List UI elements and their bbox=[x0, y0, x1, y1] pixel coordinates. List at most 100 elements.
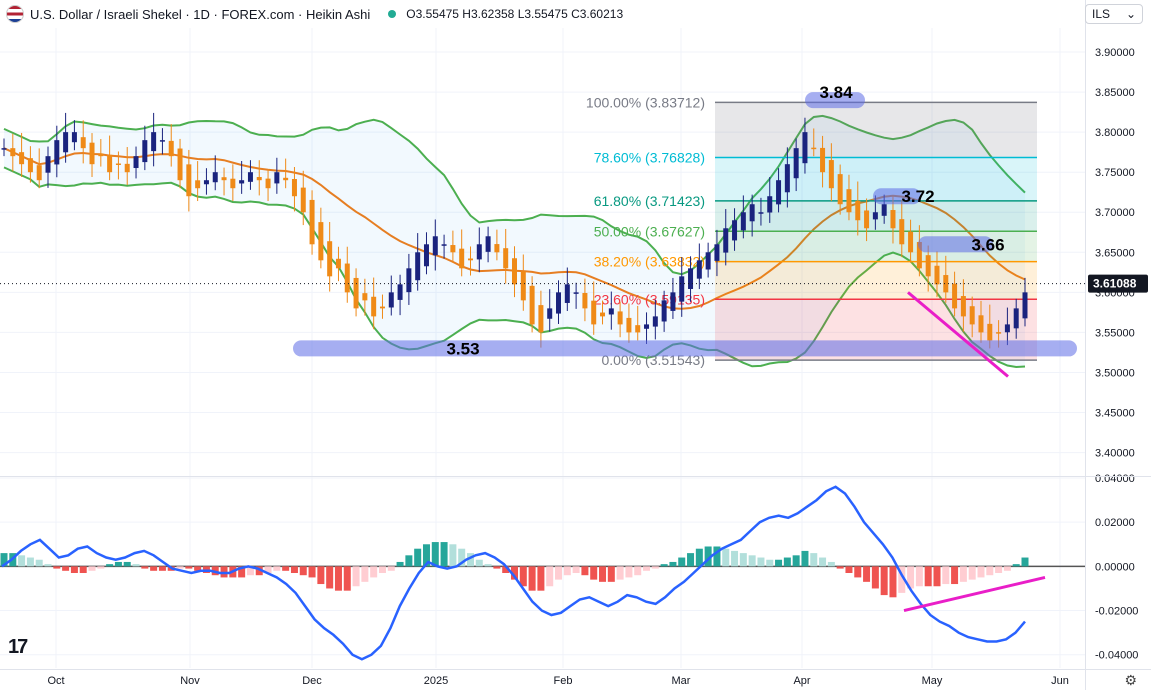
macd-histogram-bar bbox=[757, 557, 765, 567]
y-tick-label: 3.70000 bbox=[1095, 207, 1135, 219]
y-tick-label: 3.45000 bbox=[1095, 408, 1135, 420]
candle-body bbox=[467, 258, 473, 261]
macd-histogram-bar bbox=[651, 566, 659, 569]
candle-body bbox=[388, 292, 394, 308]
macd-histogram-bar bbox=[907, 566, 915, 589]
candle-body bbox=[828, 160, 834, 189]
macd-histogram-bar bbox=[704, 546, 712, 567]
macd-histogram-bar bbox=[141, 566, 149, 569]
macd-histogram-bar bbox=[194, 566, 202, 571]
macd-histogram-bar bbox=[722, 548, 730, 567]
macd-histogram-bar bbox=[35, 559, 43, 567]
candle-body bbox=[371, 296, 377, 317]
candle-body bbox=[327, 241, 333, 277]
candle-body bbox=[661, 300, 667, 322]
candle-body bbox=[335, 258, 341, 269]
candle-body bbox=[925, 255, 931, 277]
macd-histogram-bar bbox=[563, 566, 571, 576]
macd-histogram-bar bbox=[317, 566, 325, 585]
macd-histogram-bar bbox=[801, 550, 809, 567]
annotation-label: 3.53 bbox=[446, 339, 479, 358]
macd-histogram-bar bbox=[475, 559, 483, 567]
macd-histogram-bar bbox=[176, 566, 184, 569]
macd-y-tick-label: -0.02000 bbox=[1095, 606, 1138, 618]
candle-body bbox=[36, 165, 42, 181]
candle-body bbox=[168, 140, 174, 157]
candle-body bbox=[820, 147, 826, 173]
macd-histogram-bar bbox=[1003, 566, 1011, 571]
macd-histogram-bar bbox=[555, 566, 563, 580]
macd-histogram-bar bbox=[546, 566, 554, 587]
fib-level-label: 38.20% (3.63832) bbox=[594, 254, 705, 270]
macd-histogram-bar bbox=[836, 566, 844, 569]
currency-selector[interactable]: ILS ⌄ bbox=[1085, 4, 1143, 24]
macd-histogram-bar bbox=[246, 566, 254, 576]
x-tick-label: Oct bbox=[47, 675, 64, 687]
macd-histogram-bar bbox=[334, 566, 342, 591]
macd-histogram-bar bbox=[352, 566, 360, 587]
candle-body bbox=[397, 284, 403, 300]
candle-body bbox=[19, 152, 25, 165]
fib-level-label: 23.60% (3.59135) bbox=[594, 291, 705, 307]
macd-histogram-bar bbox=[968, 566, 976, 580]
candle-body bbox=[600, 312, 606, 317]
x-tick-label: Mar bbox=[672, 675, 691, 687]
macd-histogram-bar bbox=[370, 566, 378, 578]
macd-histogram-bar bbox=[951, 566, 959, 585]
candle-body bbox=[705, 252, 711, 270]
macd-histogram-bar bbox=[687, 553, 695, 567]
macd-histogram-bar bbox=[995, 566, 1003, 573]
candle-body bbox=[679, 276, 685, 302]
candle-body bbox=[291, 179, 297, 197]
macd-histogram-bar bbox=[378, 566, 386, 573]
macd-histogram-bar bbox=[827, 561, 835, 567]
candle-body bbox=[969, 306, 975, 325]
candle-body bbox=[309, 199, 315, 245]
candle-body bbox=[247, 172, 253, 182]
fib-level-label: 100.00% (3.83712) bbox=[586, 94, 705, 110]
fib-zone bbox=[715, 102, 1037, 158]
y-tick-label: 3.90000 bbox=[1095, 47, 1135, 59]
candle-body bbox=[916, 242, 922, 269]
macd-histogram-bar bbox=[924, 566, 932, 587]
macd-histogram-bar bbox=[678, 557, 686, 567]
macd-histogram-bar bbox=[942, 566, 950, 585]
macd-histogram-bar bbox=[70, 566, 78, 573]
macd-histogram-bar bbox=[123, 561, 131, 567]
candle-body bbox=[265, 178, 271, 189]
tradingview-logo-icon: 17 bbox=[8, 636, 28, 658]
candle-body bbox=[617, 311, 623, 325]
macd-histogram-bar bbox=[114, 561, 122, 567]
annotation-highlight bbox=[873, 188, 921, 205]
macd-histogram-bar bbox=[519, 566, 527, 587]
last-price-label: 3.61088 bbox=[1093, 277, 1137, 291]
macd-histogram-bar bbox=[387, 566, 395, 571]
macd-histogram-bar bbox=[783, 557, 791, 567]
candle-body bbox=[159, 140, 165, 142]
currency-label: ILS bbox=[1092, 7, 1111, 21]
macd-histogram-bar bbox=[713, 546, 721, 567]
candle-body bbox=[881, 204, 887, 216]
macd-histogram-bar bbox=[537, 566, 545, 591]
macd-histogram-bar bbox=[405, 555, 413, 567]
candle-body bbox=[512, 258, 517, 285]
candle-body bbox=[996, 332, 1002, 334]
gear-icon[interactable]: ⚙ bbox=[1124, 672, 1137, 688]
macd-histogram-bar bbox=[871, 566, 879, 589]
candle-body bbox=[503, 248, 509, 269]
candle-body bbox=[626, 317, 632, 333]
candle-body bbox=[529, 285, 535, 325]
candle-body bbox=[239, 180, 245, 184]
price-annotations: 3.84 3.72 3.66 3.53 3.61088 bbox=[0, 83, 1148, 378]
candle-body bbox=[344, 263, 350, 293]
macd-histogram-bar bbox=[511, 566, 518, 580]
annotation-label: 3.66 bbox=[971, 235, 1004, 254]
candle-body bbox=[776, 180, 782, 205]
macd-histogram-bar bbox=[766, 559, 774, 567]
symbol-title[interactable]: U.S. Dollar / Israeli Shekel · 1D · FORE… bbox=[30, 6, 371, 22]
candle-body bbox=[547, 308, 553, 319]
macd-histogram-bar bbox=[695, 548, 703, 567]
candle-body bbox=[45, 156, 51, 173]
